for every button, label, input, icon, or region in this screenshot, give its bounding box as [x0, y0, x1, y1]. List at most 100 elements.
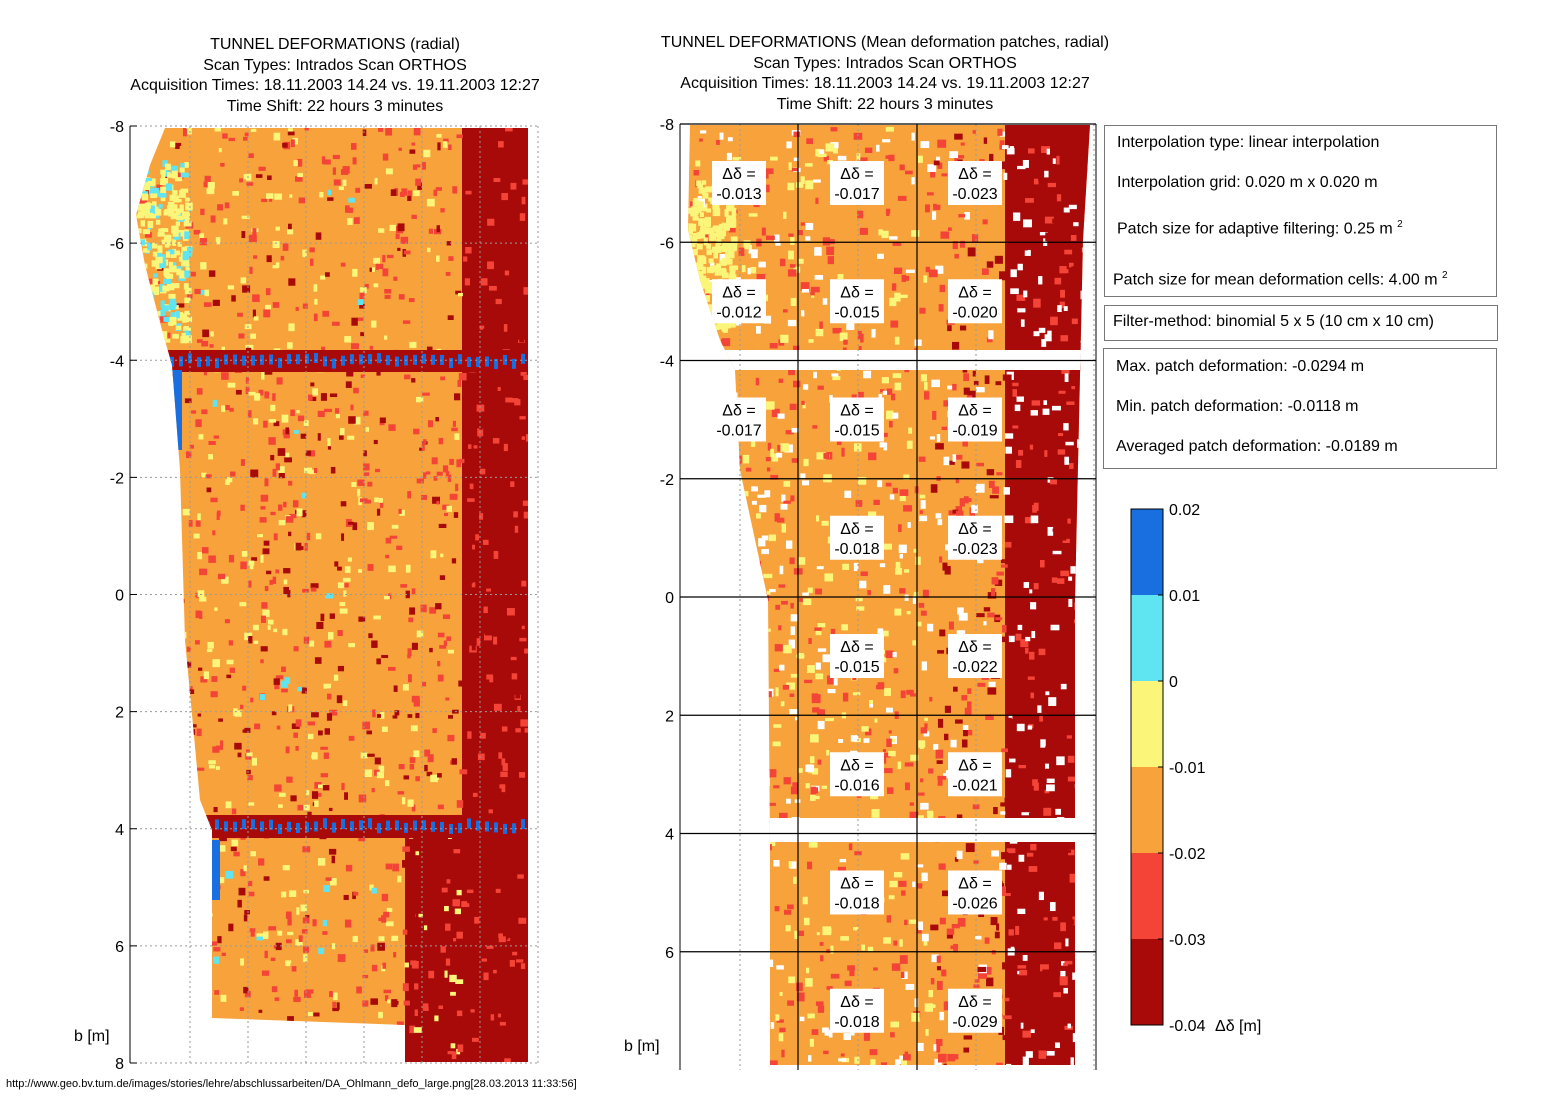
left-speckle — [476, 404, 485, 412]
left-speckle — [186, 646, 191, 652]
left-speckle — [438, 437, 444, 445]
right-speckle — [1069, 389, 1079, 398]
left-speckle — [377, 942, 385, 951]
left-speckle — [151, 767, 156, 776]
right-speckle — [973, 380, 979, 386]
left-speckle — [254, 723, 261, 730]
right-speckle — [692, 275, 700, 282]
left-speckle — [296, 1054, 304, 1061]
left-speckle — [150, 963, 157, 968]
left-speckle — [303, 636, 310, 644]
left-speckle — [195, 1024, 202, 1031]
left-speckle — [423, 472, 427, 479]
right-speckle — [1047, 526, 1054, 536]
left-speckle — [313, 313, 318, 322]
right-speckle — [703, 566, 708, 574]
left-speckle — [180, 162, 185, 168]
right-speckle — [705, 545, 712, 553]
left-speckle — [426, 247, 431, 253]
left-speckle — [231, 1042, 238, 1046]
patch-label-prefix: Δδ = — [958, 403, 991, 420]
right-speckle — [758, 801, 767, 806]
left-speckle — [307, 450, 316, 457]
left-joint-spot — [188, 353, 192, 364]
left-speckle — [172, 302, 177, 307]
right-speckle — [1038, 648, 1046, 656]
left-speckle — [158, 254, 165, 259]
left-speckle — [274, 193, 283, 200]
left-speckle — [510, 481, 515, 488]
left-speckle — [492, 438, 500, 444]
right-speckle — [802, 598, 812, 606]
left-speckle — [371, 787, 375, 793]
patch-label-bg — [830, 752, 884, 797]
left-speckle — [378, 936, 385, 942]
right-speckle — [748, 213, 758, 217]
right-speckle — [718, 580, 727, 590]
left-speckle — [222, 133, 228, 139]
colorbar-band — [1131, 681, 1163, 767]
left-joint-spot — [323, 818, 327, 829]
right-speckle — [1072, 1033, 1077, 1043]
left-speckle — [520, 963, 526, 970]
left-speckle — [151, 1037, 159, 1042]
left-speckle — [287, 1016, 294, 1023]
left-speckle — [213, 956, 219, 964]
patch-label-value: -0.015 — [834, 423, 879, 440]
left-speckle — [148, 338, 156, 346]
left-speckle — [292, 137, 298, 145]
right-speckle — [799, 1016, 805, 1022]
left-speckle — [153, 1022, 161, 1027]
right-speckle — [1015, 633, 1022, 641]
left-speckle — [225, 801, 232, 809]
right-speckle — [1001, 636, 1009, 643]
left-speckle — [320, 613, 325, 622]
left-speckle — [136, 149, 142, 155]
left-speckle — [391, 935, 399, 941]
left-speckle — [376, 658, 381, 665]
left-speckle — [141, 193, 149, 201]
left-speckle — [467, 498, 475, 502]
right-speckle — [789, 693, 795, 697]
left-speckle — [400, 236, 409, 244]
left-speckle — [248, 234, 257, 243]
right-speckle — [822, 298, 828, 305]
right-speckle — [954, 719, 963, 724]
left-speckle — [212, 399, 218, 407]
right-speckle — [888, 730, 892, 734]
right-speckle — [825, 143, 835, 152]
left-speckle — [228, 137, 235, 142]
left-speckle — [519, 611, 526, 616]
right-speckle — [1039, 270, 1046, 276]
patch-label: Δδ =-0.021 — [948, 752, 1002, 797]
left-speckle — [515, 329, 523, 334]
patch-label: Δδ =-0.018 — [830, 988, 884, 1033]
left-speckle — [150, 488, 159, 493]
left-speckle — [501, 726, 508, 732]
left-joint-spot — [440, 821, 444, 832]
left-speckle — [246, 173, 252, 181]
right-speckle — [695, 378, 702, 383]
left-speckle — [143, 210, 151, 216]
left-speckle — [199, 233, 205, 242]
left-speckle — [272, 468, 277, 477]
left-speckle — [329, 613, 335, 619]
left-speckle — [183, 283, 189, 290]
right-speckle — [695, 302, 701, 308]
left-speckle — [138, 1005, 147, 1010]
left-speckle — [152, 1006, 160, 1011]
left-speckle — [203, 181, 212, 188]
right-speckle — [709, 230, 715, 239]
right-speckle — [743, 240, 751, 250]
left-joint-spot — [422, 353, 426, 364]
right-speckle — [853, 562, 859, 572]
left-speckle — [158, 943, 165, 952]
left-speckle — [465, 151, 473, 157]
left-speckle — [196, 339, 203, 343]
left-speckle — [491, 650, 500, 659]
right-speckle — [693, 432, 698, 439]
right-speckle — [1051, 405, 1061, 411]
left-speckle — [163, 278, 172, 284]
left-speckle — [201, 263, 207, 268]
left-joint-spot — [242, 355, 246, 366]
